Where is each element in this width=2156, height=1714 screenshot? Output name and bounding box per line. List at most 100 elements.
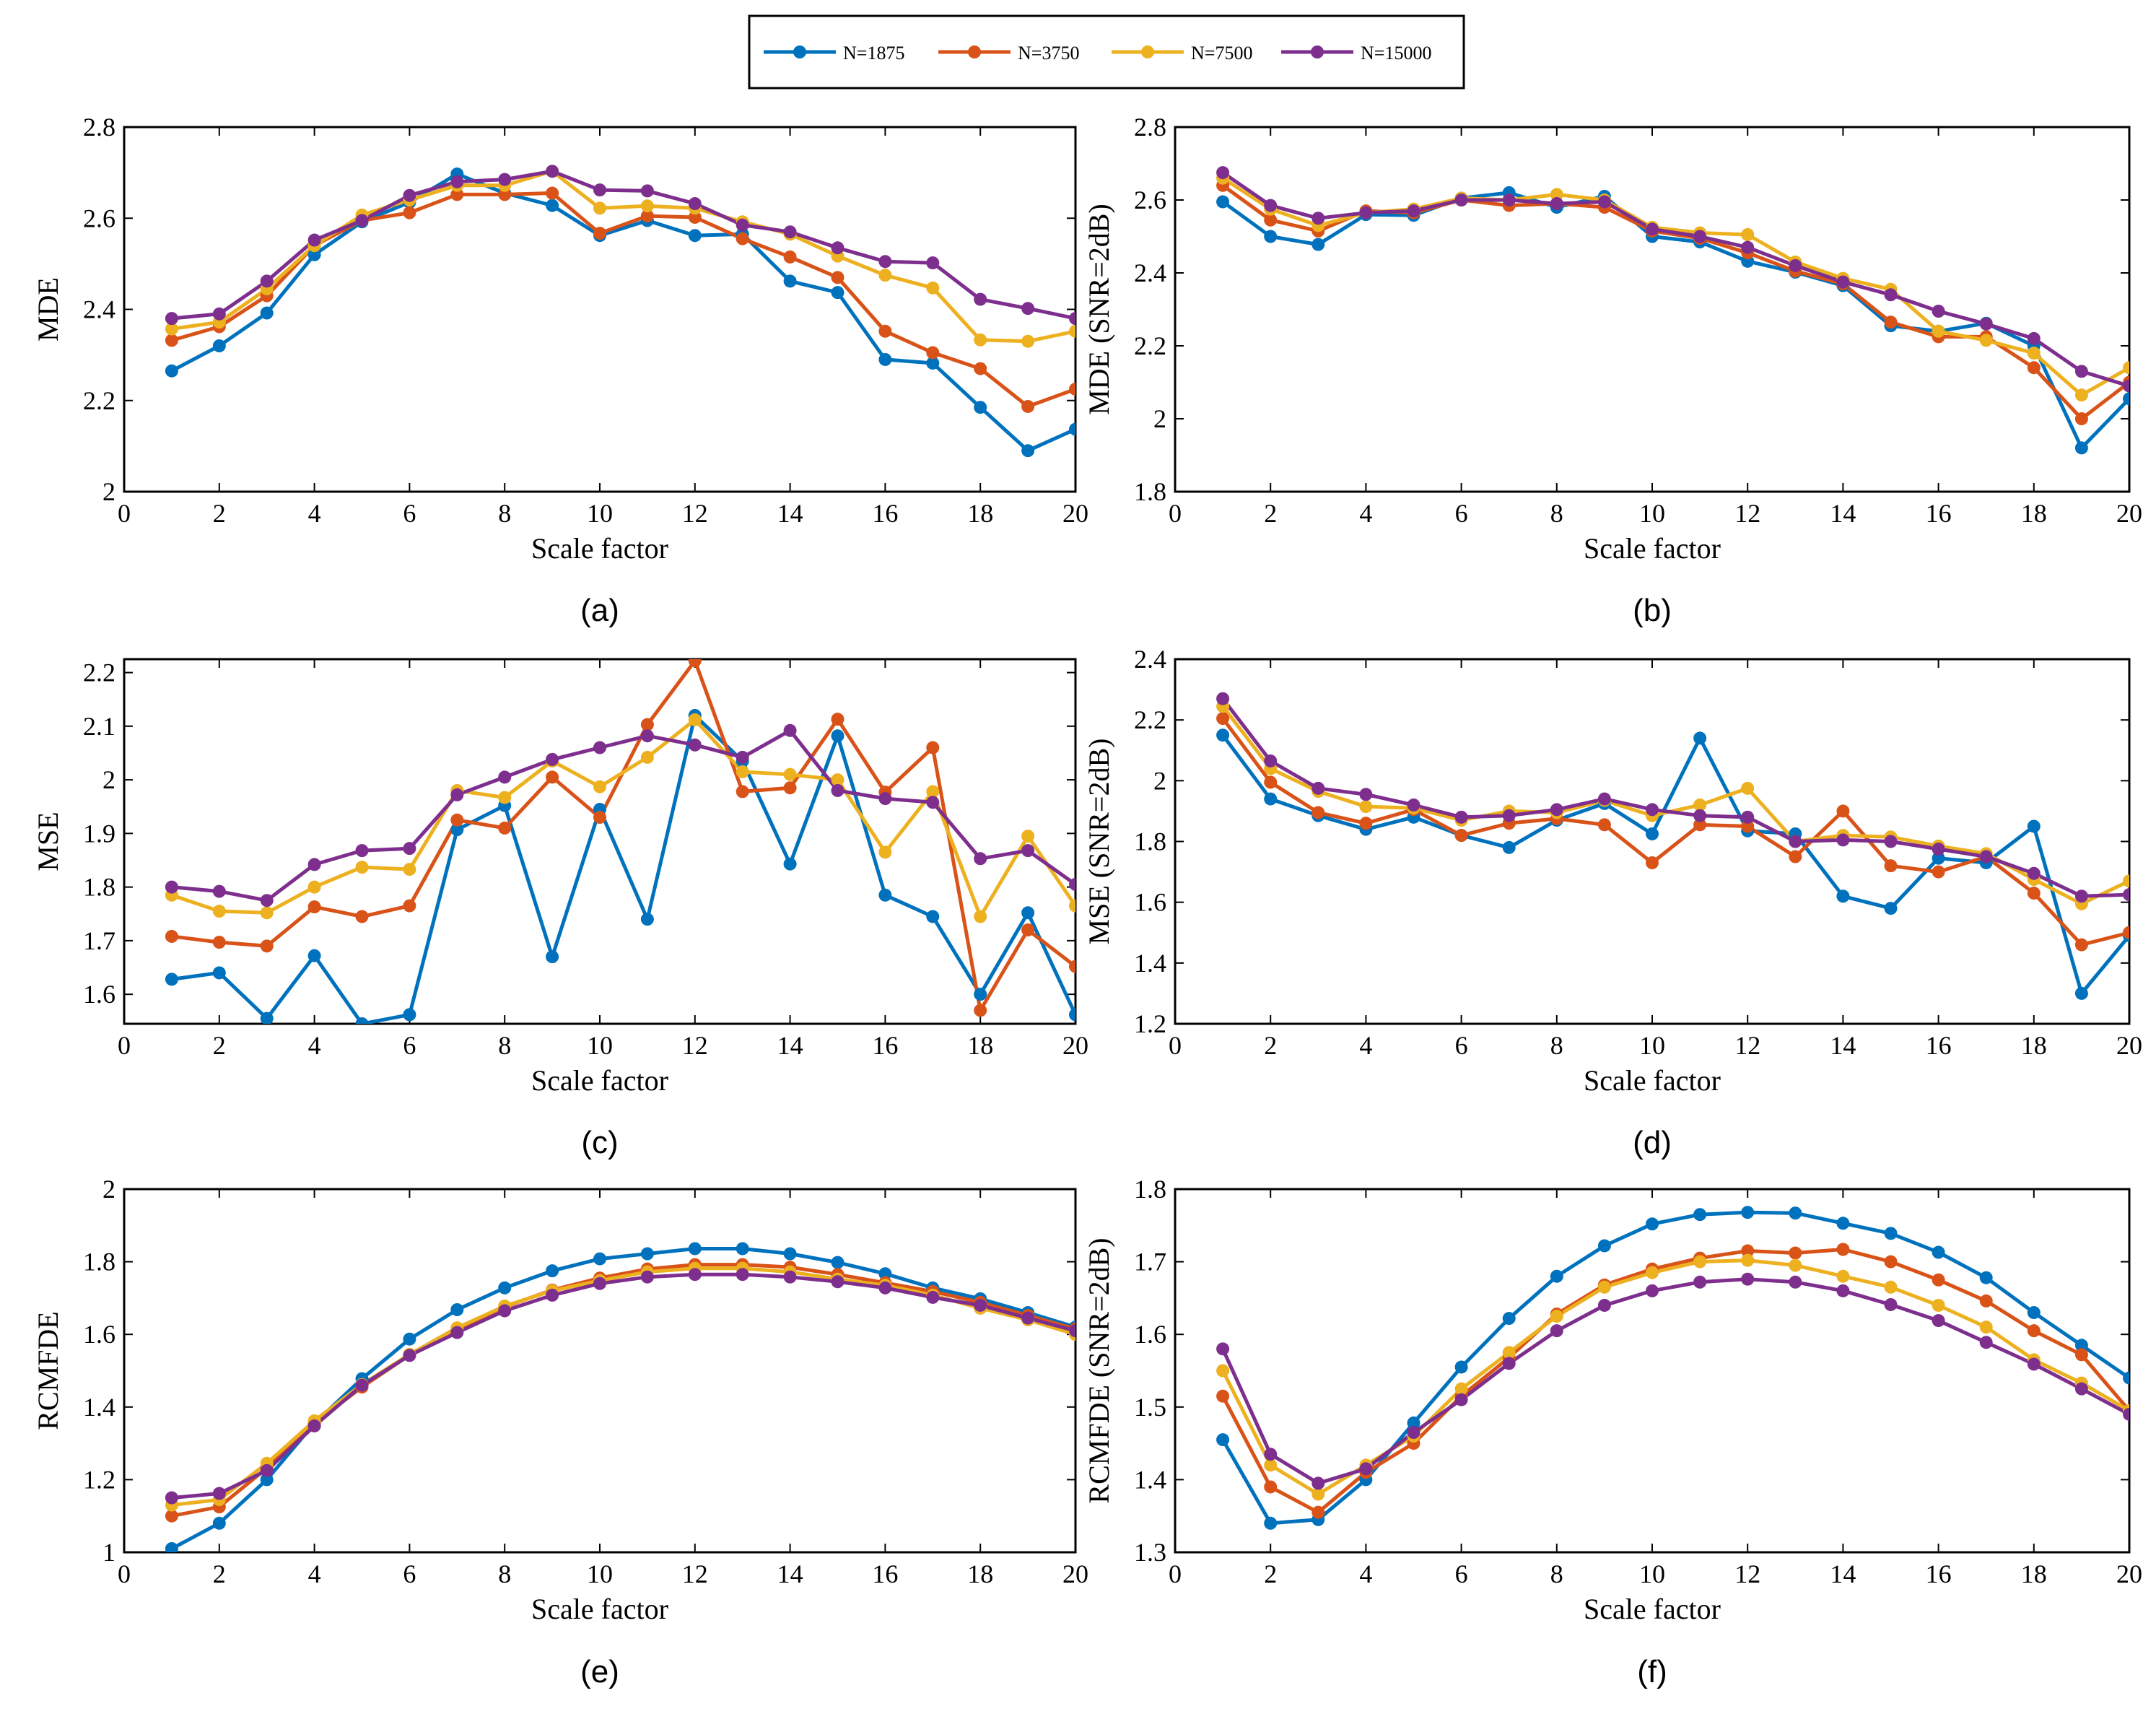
- x-tick-label: 10: [587, 499, 613, 528]
- data-point: [546, 770, 559, 784]
- data-point: [640, 199, 654, 213]
- data-point: [307, 858, 321, 871]
- data-point: [1264, 1516, 1278, 1530]
- series-line-N-15000: [1221, 697, 2129, 898]
- data-point: [1312, 238, 1325, 251]
- data-point: [1264, 754, 1278, 767]
- data-point: [1069, 960, 1075, 973]
- x-tick-label: 8: [498, 1031, 511, 1060]
- data-point: [1069, 324, 1075, 338]
- data-point: [1979, 850, 1993, 863]
- data-point: [831, 241, 844, 255]
- data-point: [307, 900, 321, 914]
- data-point: [878, 352, 892, 366]
- data-point: [783, 274, 797, 288]
- data-point: [1789, 1246, 1802, 1260]
- data-point: [1741, 1206, 1755, 1219]
- data-point: [974, 333, 987, 347]
- data-point: [831, 783, 844, 797]
- data-point: [831, 729, 844, 743]
- data-point: [1836, 1217, 1850, 1230]
- data-point: [1502, 1357, 1516, 1370]
- x-tick-label: 14: [1830, 1031, 1856, 1060]
- x-tick-label: 16: [872, 1559, 898, 1588]
- data-point: [926, 741, 940, 754]
- data-point: [640, 729, 654, 743]
- data-point: [546, 165, 559, 178]
- data-point: [1836, 1243, 1850, 1256]
- data-point: [2027, 866, 2041, 880]
- data-point: [546, 1288, 559, 1302]
- data-point: [1069, 382, 1075, 396]
- data-point: [2123, 1371, 2129, 1385]
- data-point: [1932, 843, 1945, 856]
- y-tick-label: 1.2: [83, 1465, 115, 1494]
- data-point: [1741, 819, 1755, 833]
- data-point: [593, 1276, 606, 1290]
- data-point: [783, 781, 797, 795]
- data-point: [974, 292, 987, 306]
- data-point: [450, 1302, 464, 1316]
- data-point: [165, 929, 178, 943]
- chart-panel-d: 0 2 4 6 8 10 12 14 16 18 20 1.2 1.4 1.6 1.8 2 2.2 2.4 Scal…: [1083, 645, 2142, 1160]
- y-tick-label: 1.7: [83, 926, 115, 955]
- legend-marker: [1141, 45, 1154, 58]
- y-tick-label: 1.8: [1134, 827, 1166, 856]
- data-point: [1407, 1416, 1420, 1430]
- data-point: [355, 1017, 369, 1024]
- data-point: [450, 823, 464, 837]
- data-point: [1264, 1458, 1278, 1472]
- data-point: [403, 188, 416, 202]
- data-point: [1502, 1312, 1516, 1326]
- data-point: [1741, 240, 1755, 254]
- data-point: [974, 852, 987, 866]
- panel-label: (f): [1637, 1654, 1667, 1689]
- data-point: [2027, 819, 2041, 833]
- y-tick-label: 2: [102, 765, 115, 794]
- x-tick-label: 16: [872, 1031, 898, 1060]
- y-axis-label: MDE (SNR=2dB): [1083, 204, 1115, 415]
- data-point: [1069, 312, 1075, 326]
- x-tick-label: 10: [1639, 499, 1665, 528]
- data-point: [1454, 1360, 1468, 1374]
- data-point: [1312, 1487, 1325, 1501]
- panel-label: (a): [580, 593, 619, 628]
- data-point: [260, 894, 274, 908]
- x-tick-label: 4: [308, 499, 321, 528]
- chart-panel-e: 0 2 4 6 8 10 12 14 16 18 20 1 1.2 1.4 1.6 1.8 2 Scale fac…: [32, 1175, 1088, 1689]
- x-tick-label: 2: [213, 1031, 226, 1060]
- x-tick-label: 12: [682, 1559, 708, 1588]
- data-point: [165, 1541, 178, 1552]
- data-point: [593, 741, 606, 754]
- y-tick-label: 1.4: [83, 1393, 115, 1422]
- x-tick-label: 4: [308, 1031, 321, 1060]
- x-tick-label: 4: [1359, 1559, 1372, 1588]
- data-point: [1932, 1273, 1945, 1287]
- data-point: [1693, 731, 1707, 745]
- data-point: [2074, 1348, 2088, 1362]
- data-point: [1884, 1255, 1898, 1269]
- data-point: [1069, 1324, 1075, 1338]
- data-point: [878, 269, 892, 282]
- data-point: [2027, 331, 2041, 345]
- data-point: [212, 936, 226, 949]
- data-point: [831, 713, 844, 726]
- y-tick-label: 1.8: [83, 873, 115, 902]
- data-point: [1407, 799, 1420, 812]
- data-point: [878, 324, 892, 338]
- data-point: [1021, 923, 1035, 937]
- data-point: [403, 899, 416, 913]
- y-tick-label: 1.2: [1134, 1009, 1166, 1038]
- y-tick-label: 2: [1153, 766, 1166, 795]
- data-point: [1646, 803, 1659, 817]
- x-tick-label: 18: [2021, 1559, 2047, 1588]
- data-point: [1021, 334, 1035, 348]
- x-tick-label: 2: [1264, 1559, 1277, 1588]
- legend-label: N=7500: [1191, 43, 1252, 64]
- x-tick-label: 10: [1639, 1559, 1665, 1588]
- chart-panel-c: 0 2 4 6 8 10 12 14 16 18 20 1.6 1.7 1.8 1.9 2 2.1 2.2 Scal…: [32, 658, 1088, 1160]
- data-point: [1597, 792, 1611, 806]
- x-axis-label: Scale factor: [531, 532, 668, 565]
- data-point: [1407, 204, 1420, 218]
- data-point: [165, 322, 178, 336]
